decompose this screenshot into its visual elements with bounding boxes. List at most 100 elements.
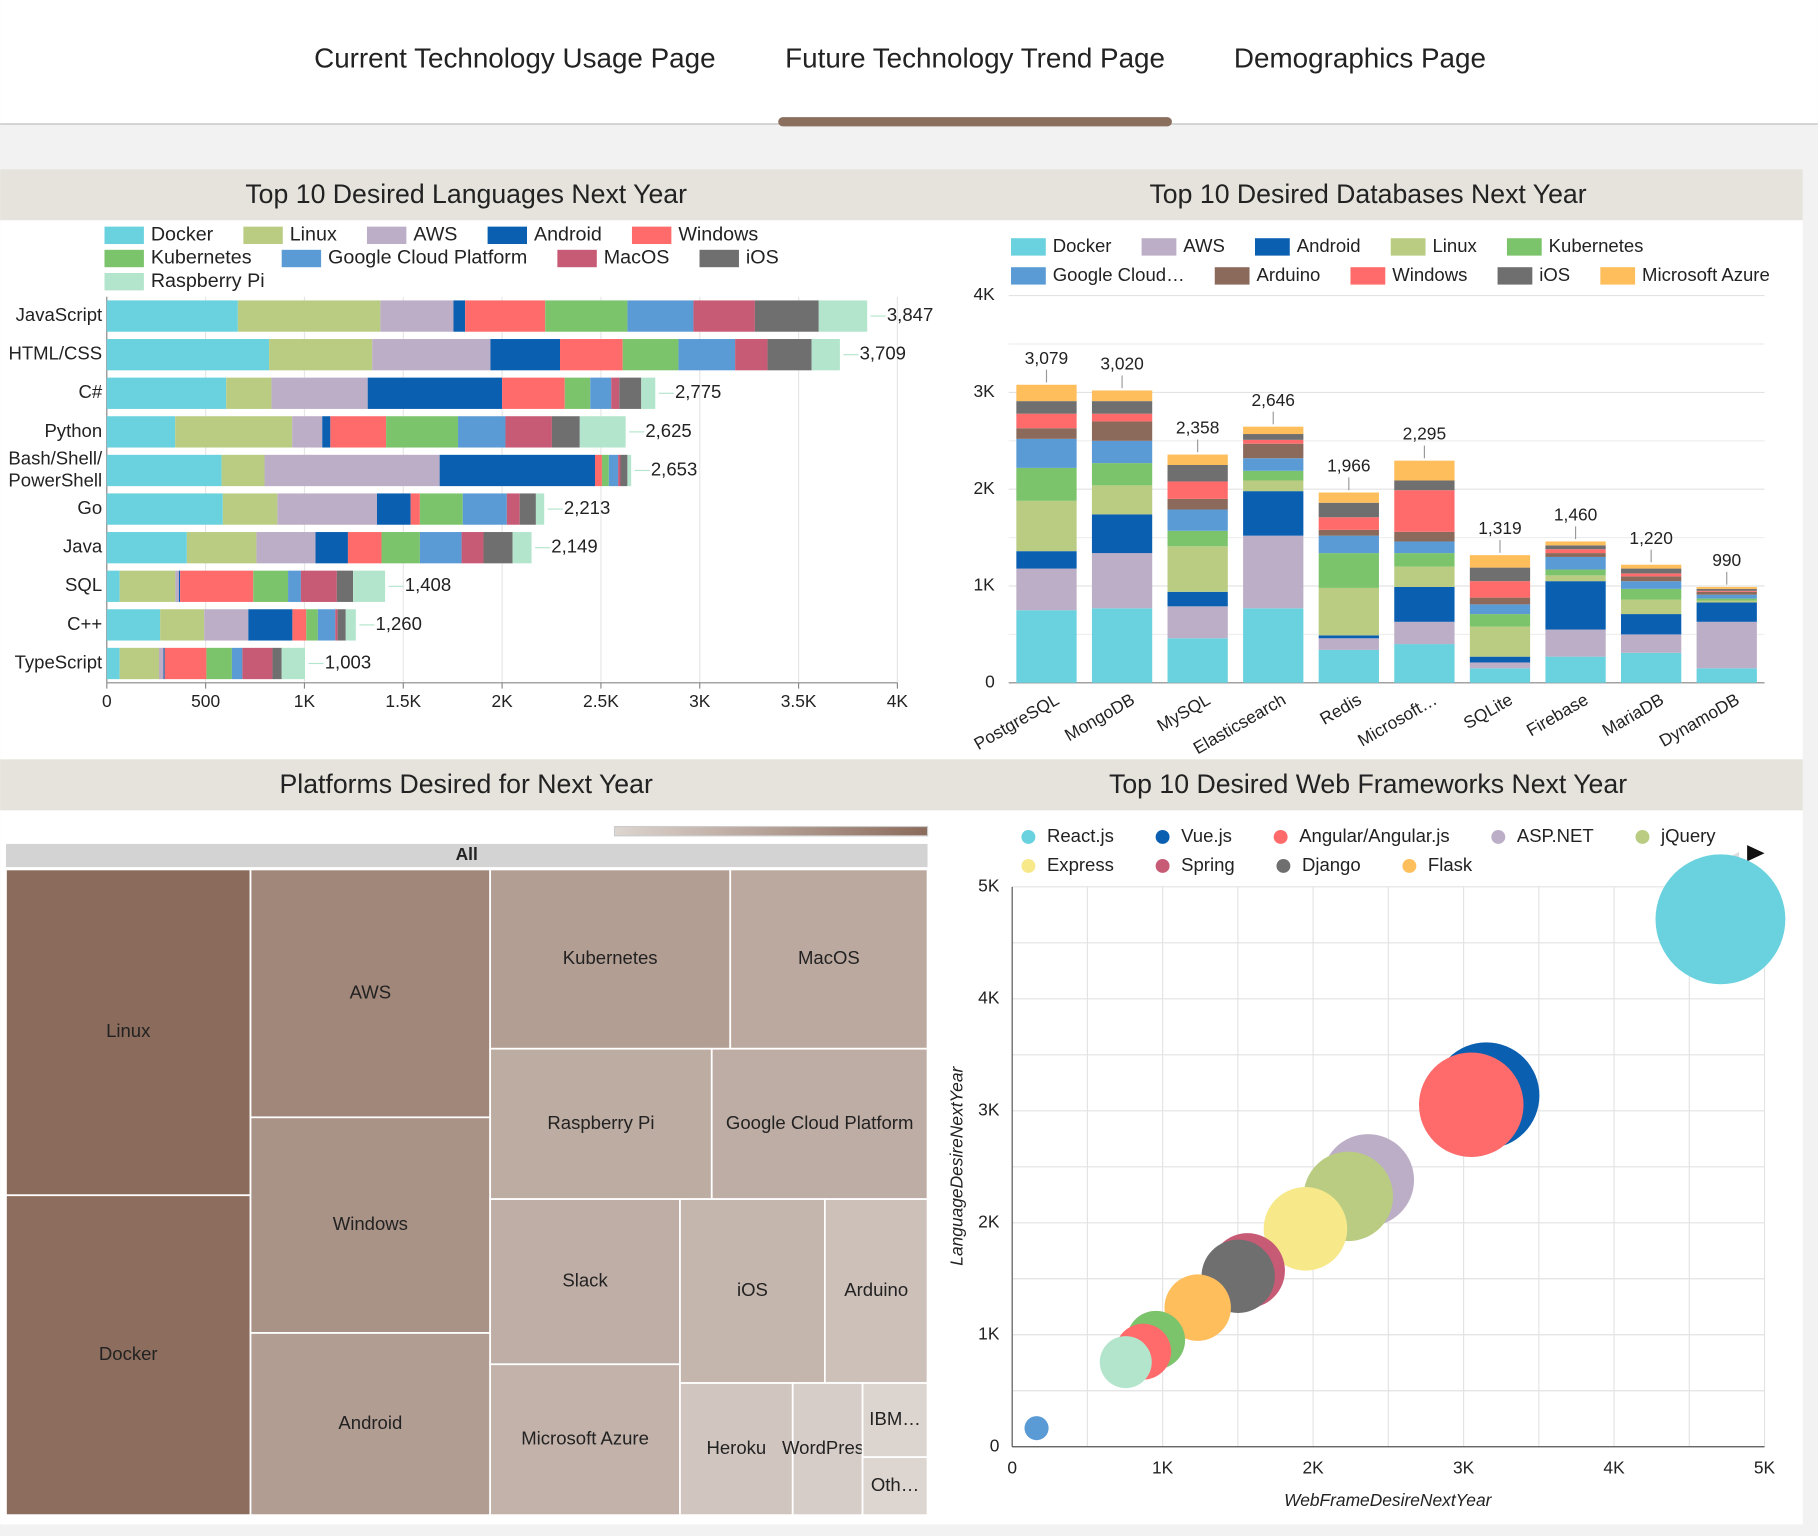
bar-segment	[506, 493, 520, 525]
legend-swatch	[487, 226, 528, 245]
panel-header	[0, 169, 1803, 221]
bar-segment	[269, 339, 373, 371]
legend-label: Windows	[678, 224, 758, 246]
legend-item: Raspberry Pi	[104, 270, 265, 292]
label-line: PowerShell	[8, 469, 102, 490]
legend-swatch	[1506, 238, 1542, 256]
legend-label: Raspberry Pi	[151, 270, 265, 292]
legend-label: Google Cloud Platform	[328, 247, 527, 269]
legend-item: AWS	[1141, 235, 1225, 256]
nav-tab[interactable]: Demographics Page	[1234, 43, 1486, 74]
y-tick-label: 3K	[978, 1099, 1000, 1119]
bar-segment	[627, 454, 632, 487]
bar-segment	[1394, 541, 1455, 554]
legend-label: Android	[534, 224, 602, 246]
bar-segment	[1016, 551, 1077, 569]
bar-segment	[315, 532, 348, 564]
bar-segment	[1545, 569, 1606, 576]
legend-swatch	[1497, 267, 1533, 285]
y-tick-label: 2K	[978, 1211, 1000, 1231]
bar-segment	[248, 609, 293, 641]
total-label: 1,003	[325, 651, 371, 672]
legend-label: iOS	[746, 247, 779, 269]
bar-segment	[601, 454, 609, 487]
bar-segment	[1469, 668, 1531, 683]
bar-segment	[164, 647, 207, 680]
treemap-cell	[249, 1332, 492, 1517]
bar-segment	[1469, 581, 1531, 598]
legend-label: Flask	[1428, 854, 1473, 875]
bar-segment	[1696, 621, 1757, 669]
legend-swatch	[1214, 267, 1250, 285]
bar-segment	[1394, 490, 1455, 532]
total-label: 3,079	[1025, 348, 1068, 368]
treemap-label: IBM…	[869, 1408, 920, 1429]
bar-segment	[1545, 545, 1606, 550]
legend-item: Google Cloud…	[1011, 264, 1185, 285]
legend-swatch	[557, 249, 597, 268]
legend-swatch	[1254, 238, 1290, 256]
legend-swatch	[1021, 859, 1036, 873]
bar-segment	[180, 570, 254, 602]
legend-label: iOS	[1539, 264, 1570, 285]
treemap-label: MacOS	[798, 947, 860, 968]
legend-swatch	[1011, 238, 1046, 256]
bar-segment	[353, 570, 386, 602]
bar-segment	[465, 300, 546, 332]
legend-label: Docker	[151, 224, 214, 246]
bar-segment	[1243, 491, 1304, 536]
treemap-label: Google Cloud Platform	[726, 1112, 913, 1133]
legend-swatch	[699, 249, 739, 268]
treemap-label: Arduino	[844, 1279, 908, 1300]
bar-segment	[106, 300, 238, 332]
bar-segment	[811, 339, 840, 371]
legend-next[interactable]	[1747, 845, 1765, 862]
bar-segment	[106, 532, 187, 564]
x-tick-label: 2K	[1302, 1457, 1324, 1477]
legend-label: React.js	[1047, 825, 1114, 846]
bar-segment	[483, 532, 513, 564]
bar-segment	[754, 300, 819, 332]
bar-segment	[627, 300, 694, 332]
legend-swatch	[1635, 830, 1650, 844]
bar-segment	[1167, 465, 1228, 482]
x-tick-label: 2.5K	[583, 691, 619, 711]
legend-swatch	[104, 249, 144, 268]
bar-segment	[693, 300, 755, 332]
x-tick-label: 0	[102, 691, 112, 711]
treemap-cell	[249, 868, 492, 1119]
legend-label: Arduino	[1256, 264, 1320, 285]
legend-label: Linux	[290, 224, 337, 246]
x-tick-label: 3K	[1453, 1457, 1475, 1477]
bar-segment	[1469, 597, 1531, 605]
x-tick-label: 1.5K	[385, 691, 421, 711]
legend-swatch	[1402, 859, 1417, 873]
bubble	[1418, 1052, 1524, 1158]
treemap-cell	[5, 1194, 252, 1517]
bar-segment	[335, 609, 338, 641]
bar-segment	[345, 609, 356, 641]
legend-label: Kubernetes	[151, 247, 252, 269]
nav-tab[interactable]: Future Technology Trend Page	[785, 43, 1165, 74]
legend-item: Google Cloud Platform	[281, 247, 527, 269]
bar-segment	[272, 647, 282, 680]
bar-segment	[1167, 530, 1228, 547]
legend-item: Django	[1276, 854, 1361, 875]
treemap-cell	[679, 1198, 826, 1384]
chart-title: Top 10 Desired Databases Next Year	[1149, 179, 1586, 209]
bar-segment	[410, 493, 420, 525]
bar-segment	[1696, 591, 1757, 595]
legend-swatch	[1273, 830, 1288, 844]
y-tick-label: 4K	[974, 284, 996, 304]
treemap-label: Raspberry Pi	[547, 1112, 654, 1133]
y-tick-label: 0	[990, 1435, 1000, 1455]
bar-segment	[1545, 553, 1606, 557]
bar-segment	[1167, 638, 1228, 683]
total-label: 2,213	[564, 497, 610, 518]
nav-tab[interactable]: Current Technology Usage Page	[314, 43, 715, 74]
treemap-label: Heroku	[706, 1437, 766, 1458]
bar-segment	[641, 377, 656, 409]
treemap-cell	[249, 1116, 492, 1334]
bar-segment	[608, 454, 619, 487]
